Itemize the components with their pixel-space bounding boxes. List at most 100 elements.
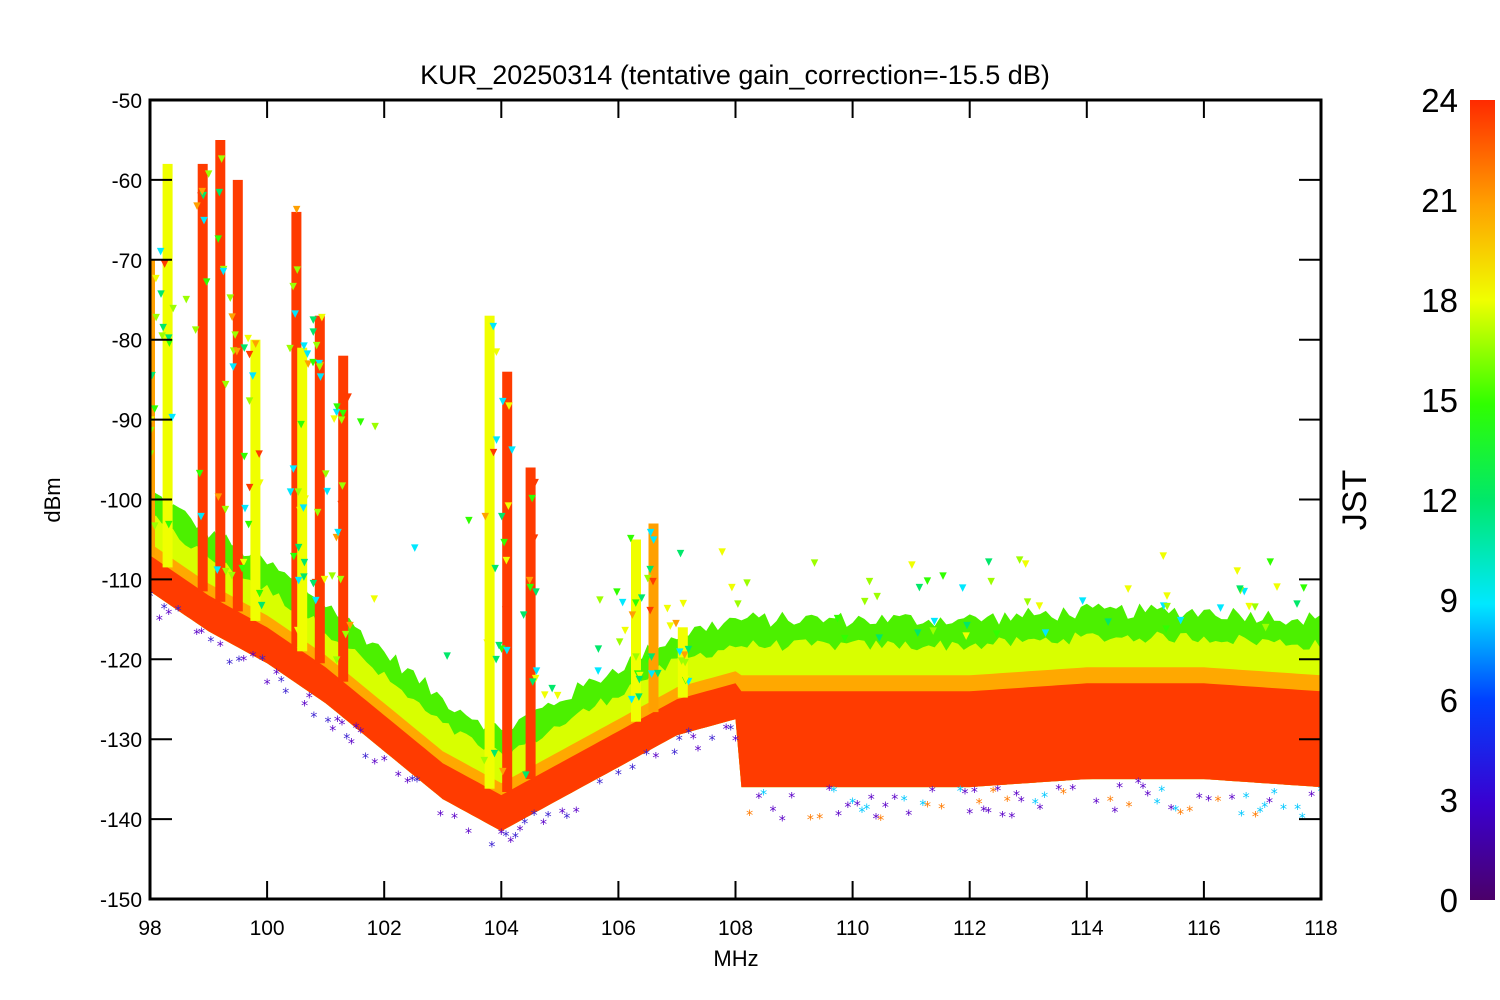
scatter-point: ▾ — [1262, 618, 1270, 636]
scatter-point: ▾ — [1273, 577, 1281, 595]
svg-text:▾: ▾ — [203, 272, 211, 290]
low-power-point: * — [971, 785, 978, 801]
scatter-point: ▾ — [873, 587, 881, 605]
scatter-point: ▾ — [465, 510, 473, 528]
low-power-point: * — [1004, 794, 1011, 810]
scatter-point: ▾ — [1241, 582, 1249, 600]
low-power-point: * — [1186, 804, 1193, 820]
svg-text:▾: ▾ — [297, 414, 305, 432]
y-tick-label: -120 — [100, 649, 142, 672]
svg-text:▾: ▾ — [310, 574, 318, 592]
low-power-point: * — [1041, 790, 1048, 806]
low-power-point: * — [1069, 782, 1076, 798]
svg-text:▾: ▾ — [197, 507, 205, 525]
low-power-point: * — [1032, 797, 1039, 813]
low-power-point: * — [1144, 788, 1151, 804]
svg-text:▾: ▾ — [526, 571, 534, 589]
svg-text:▾: ▾ — [151, 399, 159, 417]
svg-text:▾: ▾ — [200, 210, 208, 228]
svg-text:▾: ▾ — [502, 600, 510, 618]
svg-text:▾: ▾ — [628, 690, 636, 708]
low-power-point: * — [563, 811, 570, 827]
low-power-point: * — [1154, 796, 1161, 812]
low-power-point: * — [695, 744, 702, 760]
low-power-point: * — [999, 810, 1006, 826]
scatter-point: ▾ — [743, 573, 751, 591]
low-power-point: * — [826, 783, 833, 799]
peak-signal-column: ▾▾▾▾▾▾▾▾▾▾ — [228, 179, 249, 612]
svg-text:▾: ▾ — [255, 444, 263, 462]
low-power-point: * — [559, 806, 566, 822]
low-power-point: * — [1018, 795, 1025, 811]
svg-text:▾: ▾ — [286, 339, 294, 357]
scatter-point: ▾ — [334, 523, 342, 541]
scatter-point: ▾ — [1042, 623, 1050, 641]
svg-text:▾: ▾ — [152, 269, 160, 287]
low-power-point: * — [671, 747, 678, 763]
colorbar-tick-label: 24 — [1421, 82, 1458, 119]
scatter-point: ▾ — [931, 611, 939, 629]
scatter-point: ▾ — [1237, 581, 1245, 599]
svg-text:▾: ▾ — [493, 342, 501, 360]
low-power-point: * — [1257, 805, 1264, 821]
scatter-point: ▾ — [734, 594, 742, 612]
svg-text:▾: ▾ — [649, 571, 657, 589]
y-axis-ticks: -150 -140 -130 -120 -110 -100 -90 -80 -70 -60 -50 — [100, 90, 1321, 912]
low-power-point: * — [1093, 796, 1100, 812]
scatter-point: ▾ — [295, 571, 303, 589]
low-power-point: * — [709, 733, 716, 749]
low-power-point: * — [306, 690, 313, 706]
low-power-point: * — [503, 829, 510, 845]
svg-text:▾: ▾ — [193, 196, 201, 214]
colorbar-tick-label: 9 — [1440, 582, 1458, 619]
scatter-point: ▾ — [371, 417, 379, 435]
x-tick-label: 100 — [250, 917, 285, 940]
scatter-point: ▾ — [533, 661, 541, 679]
low-power-point: * — [919, 798, 926, 814]
svg-text:▾: ▾ — [493, 430, 501, 448]
scatter-point: ▾ — [834, 608, 842, 626]
svg-text:▾: ▾ — [256, 584, 264, 602]
low-power-point: * — [226, 657, 233, 673]
scatter-point: ▾ — [962, 626, 970, 644]
low-power-point: * — [193, 627, 200, 643]
svg-text:▾: ▾ — [490, 317, 498, 335]
svg-text:▾: ▾ — [339, 476, 347, 494]
scatter-point: ▾ — [1267, 552, 1275, 570]
low-power-point: * — [1055, 783, 1062, 799]
x-tick-label: 106 — [601, 917, 636, 940]
x-axis-ticks: 98 100 102 104 106 108 110 112 114 116 118 — [138, 100, 1338, 940]
scatter-point: ▾ — [596, 590, 604, 608]
low-power-point: * — [348, 737, 355, 753]
scatter-point: ▾ — [861, 592, 869, 610]
low-power-point: * — [437, 809, 444, 825]
scatter-point: ▾ — [908, 555, 916, 573]
low-power-point: * — [615, 767, 622, 783]
scatter-point: ▾ — [548, 678, 556, 696]
low-power-point: * — [1196, 791, 1203, 807]
low-power-point: * — [310, 710, 317, 726]
low-power-point: * — [1158, 784, 1165, 800]
svg-text:▾: ▾ — [304, 354, 312, 372]
low-power-point: * — [1243, 791, 1250, 807]
svg-text:▾: ▾ — [240, 553, 248, 571]
svg-text:▾: ▾ — [318, 307, 326, 325]
svg-text:▾: ▾ — [317, 356, 325, 374]
svg-text:▾: ▾ — [491, 559, 499, 577]
svg-text:▾: ▾ — [214, 560, 222, 578]
svg-text:▾: ▾ — [241, 446, 249, 464]
svg-text:▾: ▾ — [492, 649, 500, 667]
low-power-point: * — [414, 774, 421, 790]
scatter-point: ▾ — [541, 685, 549, 703]
svg-text:▾: ▾ — [650, 530, 658, 548]
low-power-point: * — [1308, 789, 1315, 805]
svg-text:▾: ▾ — [215, 229, 223, 247]
svg-text:▾: ▾ — [290, 459, 298, 477]
svg-text:▾: ▾ — [233, 341, 241, 359]
scatter-point: ▾ — [508, 440, 516, 458]
scatter-point: ▾ — [1036, 596, 1044, 614]
colorbar-tick-label: 15 — [1421, 382, 1458, 419]
peak-signal-column: ▾▾▾▾▾▾▾▾▾▾ — [294, 336, 312, 652]
svg-text:▾: ▾ — [200, 185, 208, 203]
scatter-point: ▾ — [939, 566, 947, 584]
